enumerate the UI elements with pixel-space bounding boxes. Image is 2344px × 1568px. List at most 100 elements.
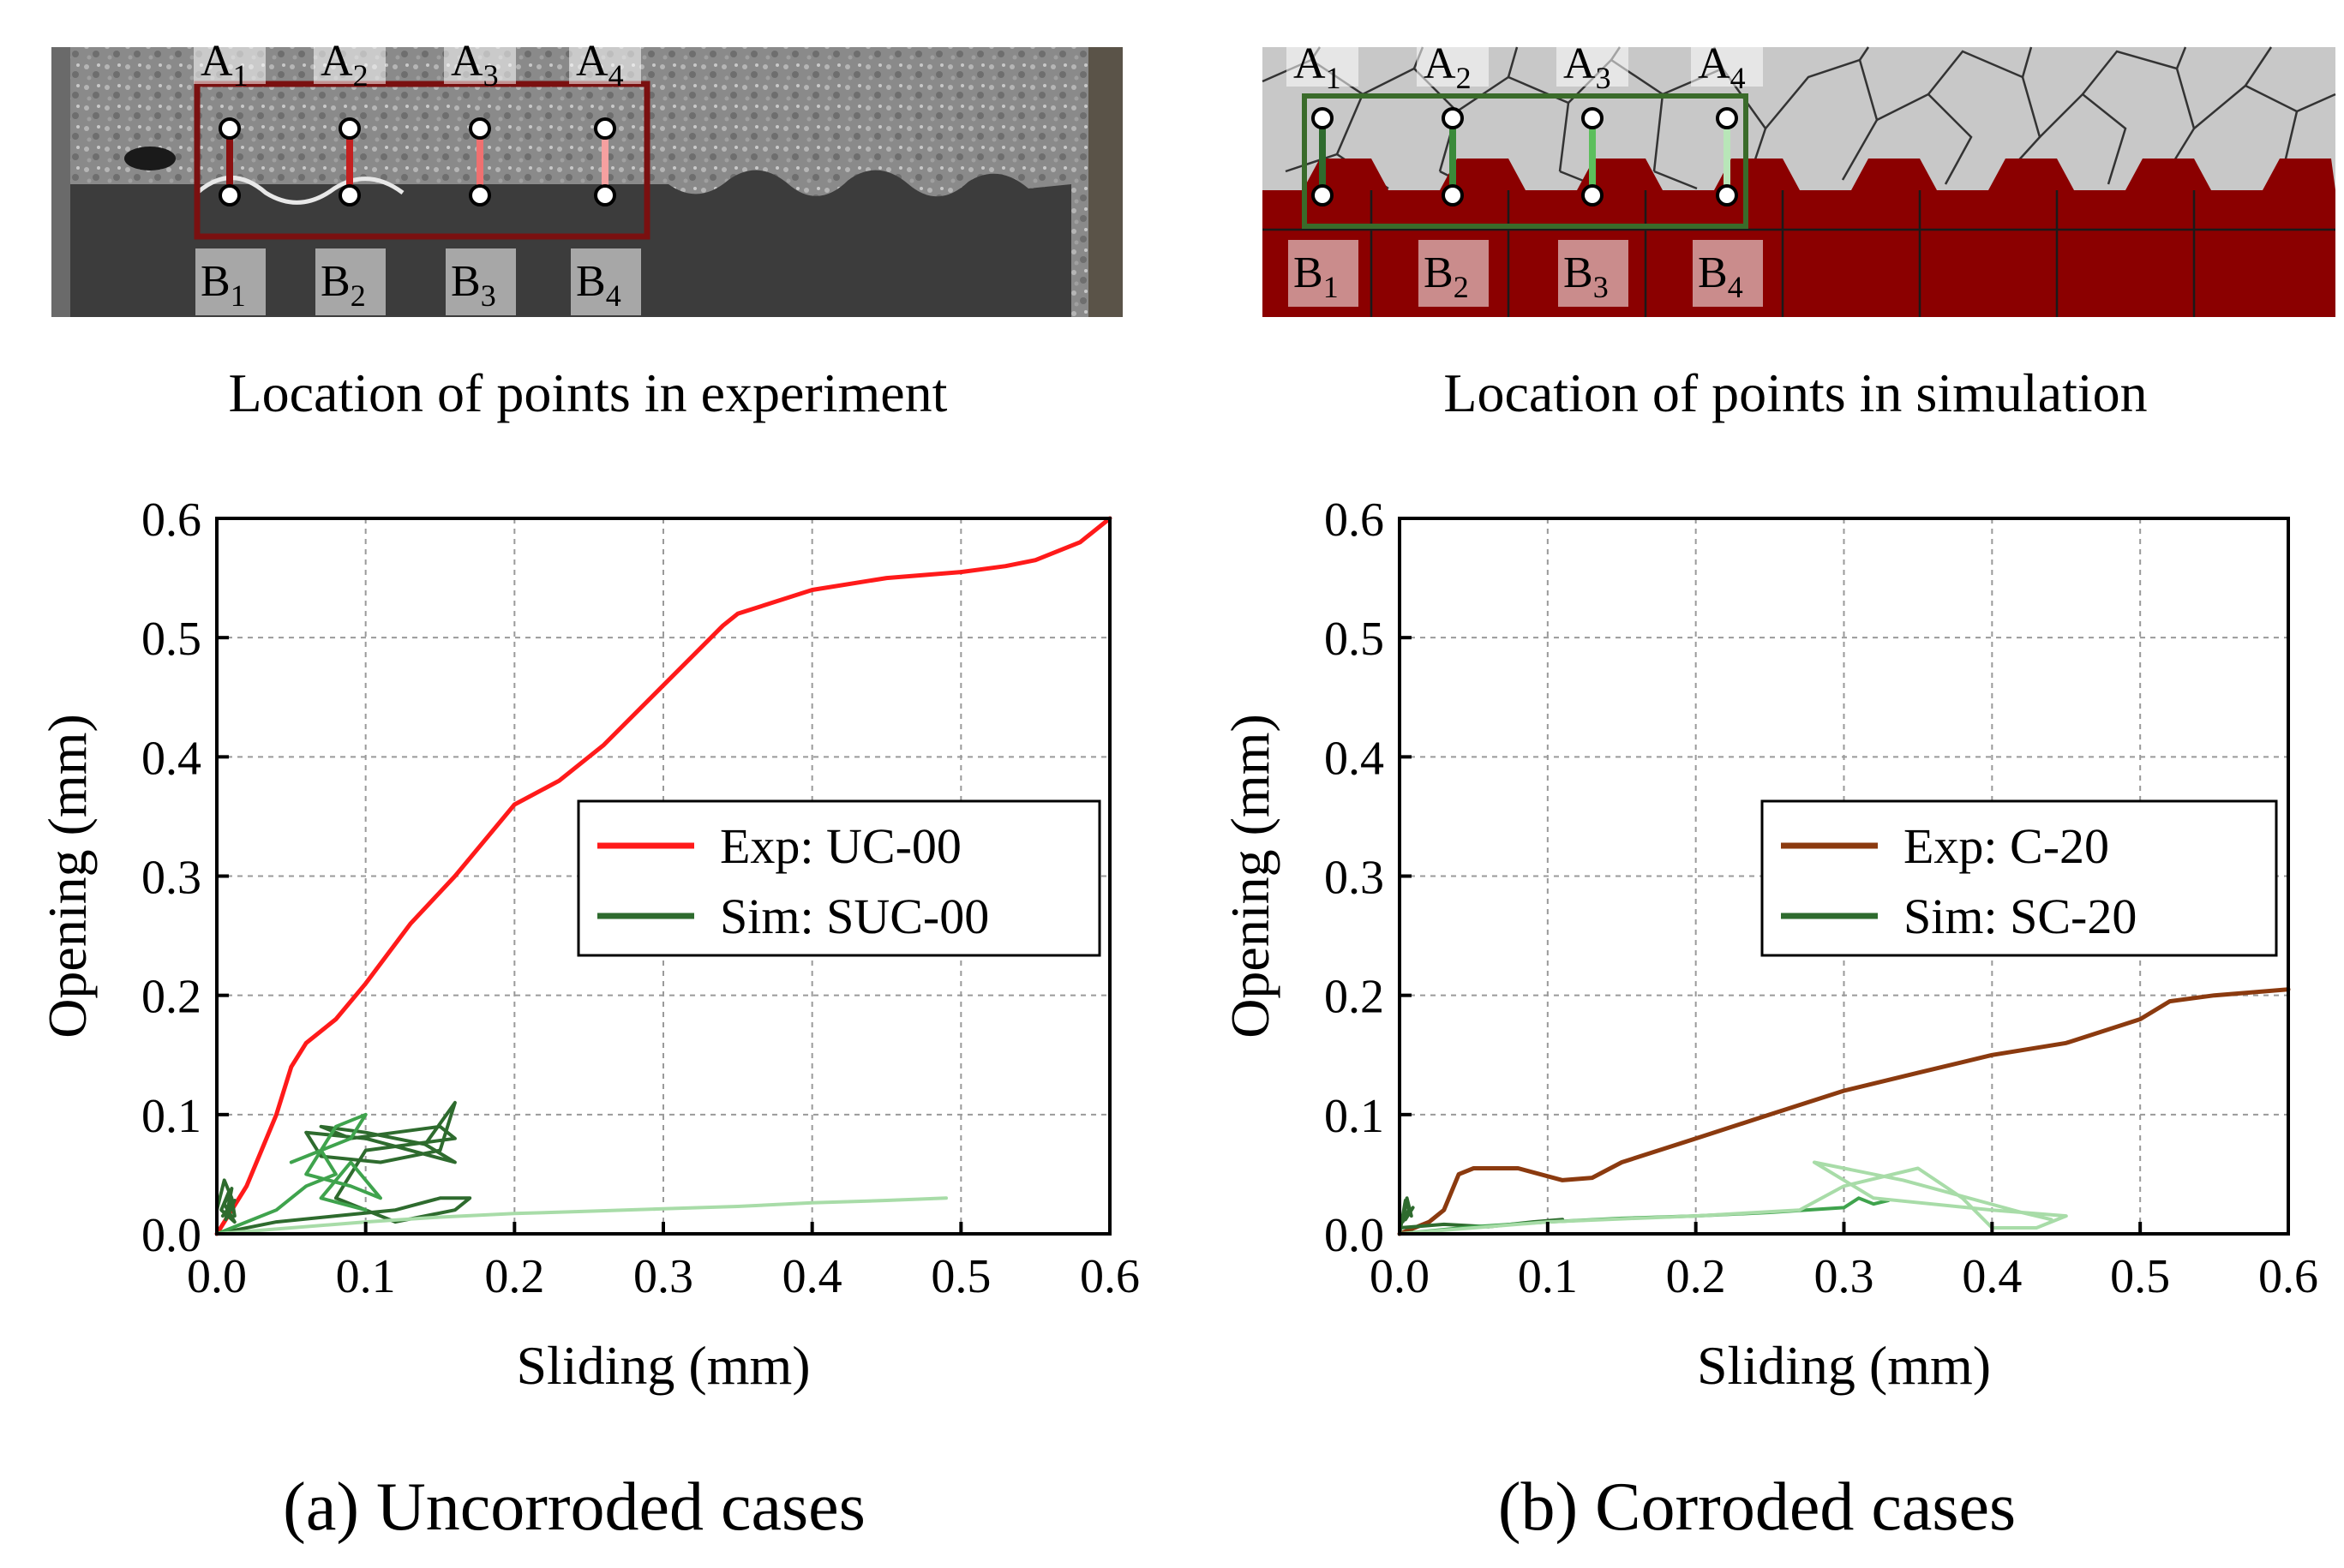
right-marker-B4 xyxy=(1716,184,1738,206)
right-marker-B1 xyxy=(1311,184,1334,206)
x-tick-label: 0.4 xyxy=(782,1250,842,1303)
y-tick-label: 0.2 xyxy=(141,971,201,1024)
left-marker-B3 xyxy=(469,184,491,206)
series-line-exp-c-20 xyxy=(1397,987,2291,1236)
series-line-sim-a3-b3 xyxy=(215,1112,382,1236)
mesh-steel xyxy=(1262,159,2335,317)
right-image-caption: Location of points in simulation xyxy=(1443,362,2147,423)
y-axis-label: Opening (mm) xyxy=(1220,714,1280,1038)
x-tick-label: 0.1 xyxy=(1518,1250,1578,1303)
series-line-sim-a4-b4 xyxy=(215,1196,948,1236)
legend-box xyxy=(577,799,1101,957)
series-line-sim-a2-b2 xyxy=(215,1100,472,1236)
right-label-bg-B4 xyxy=(1693,240,1763,307)
left-label-bg-B3 xyxy=(446,248,516,315)
y-axis-label: Opening (mm) xyxy=(37,714,98,1038)
right-subscript-B3: 3 xyxy=(1593,270,1609,304)
right-subscript-A2: 2 xyxy=(1456,61,1472,95)
right-marker-B2 xyxy=(1442,184,1464,206)
right-label-bg-A2 xyxy=(1417,39,1489,87)
right-label-bg-A1 xyxy=(1286,39,1358,87)
left-label-bg-A4 xyxy=(569,36,641,84)
legend-label: Sim: SUC-00 xyxy=(720,889,989,944)
chart-a: 0.0 0.1 0.2 0.3 0.4 0.5 0.6 0.0 0.1 0.2 0.3 0.4 0.5 0… xyxy=(37,494,1140,1545)
x-tick-label: 0.0 xyxy=(187,1250,247,1303)
y-tick-label: 0.0 xyxy=(1324,1209,1384,1262)
x-axis-label: Sliding (mm) xyxy=(1697,1335,1991,1396)
left-subscript-B4: 4 xyxy=(606,278,621,313)
experiment-region-box xyxy=(194,81,650,240)
series-line-sim-a4-b4 xyxy=(1398,1160,2068,1236)
left-marker-B4 xyxy=(594,184,616,206)
simulation-region-box xyxy=(1302,93,1748,229)
right-marker-A1 xyxy=(1311,107,1334,129)
left-label-bg-B4 xyxy=(571,248,641,315)
legend-box xyxy=(1760,799,2278,957)
y-tick-label: 0.3 xyxy=(141,852,201,905)
right-border xyxy=(1088,47,1123,317)
left-subscript-A2: 2 xyxy=(353,58,369,93)
x-tick-label: 0.5 xyxy=(2110,1250,2170,1303)
right-subscript-B4: 4 xyxy=(1728,270,1743,304)
y-tick-label: 0.4 xyxy=(1324,732,1384,785)
y-tick-label: 0.5 xyxy=(1324,613,1384,666)
right-marker-A3 xyxy=(1581,107,1604,129)
left-marker-A4 xyxy=(594,117,616,140)
steel-mesh-lines xyxy=(1262,190,2335,317)
left-label-bg-A3 xyxy=(444,36,516,84)
legend-label: Sim: SC-20 xyxy=(1903,889,2137,944)
right-subscript-A4: 4 xyxy=(1730,61,1746,95)
chart-title: (a) Uncorroded cases xyxy=(283,1469,866,1545)
left-subscript-B3: 3 xyxy=(481,278,496,313)
y-tick-label: 0.3 xyxy=(1324,852,1384,905)
x-tick-label: 0.4 xyxy=(1962,1250,2022,1303)
simulation-mesh xyxy=(1262,46,2336,317)
left-label-B1: B1 xyxy=(201,257,246,313)
right-subscript-A1: 1 xyxy=(1326,61,1341,95)
left-label-bg-B1 xyxy=(195,248,266,315)
right-marker-A2 xyxy=(1442,107,1464,129)
y-tick-label: 0.4 xyxy=(141,732,201,785)
y-tick-label: 0.1 xyxy=(141,1090,201,1143)
right-label-bg-B2 xyxy=(1418,240,1489,307)
y-tick-label: 0.1 xyxy=(1324,1090,1384,1143)
left-marker-A1 xyxy=(219,117,241,140)
x-tick-label: 0.6 xyxy=(1080,1250,1140,1303)
left-subscript-A3: 3 xyxy=(483,58,499,93)
left-image-caption: Location of points in experiment xyxy=(229,362,948,423)
left-marker-A2 xyxy=(339,117,361,140)
left-subscript-A1: 1 xyxy=(233,58,249,93)
right-marker-A4 xyxy=(1716,107,1738,129)
x-axis-label: Sliding (mm) xyxy=(516,1335,810,1396)
legend: Exp: UC-00 Sim: SUC-00 xyxy=(577,799,1101,957)
chart-title: (b) Corroded cases xyxy=(1498,1469,2016,1545)
x-tick-label: 0.3 xyxy=(1814,1250,1874,1303)
left-marker-A3 xyxy=(469,117,491,140)
x-tick-label: 0.1 xyxy=(336,1250,396,1303)
right-marker-B3 xyxy=(1581,184,1604,206)
right-label-bg-A4 xyxy=(1691,39,1763,87)
x-tick-label: 0.5 xyxy=(931,1250,991,1303)
x-tick-label: 0.0 xyxy=(1370,1250,1430,1303)
right-subscript-B1: 1 xyxy=(1323,270,1339,304)
left-border xyxy=(51,47,70,317)
chart-b: 0.0 0.1 0.2 0.3 0.4 0.5 0.6 0.0 0.1 0.2 0.3 0.4 0.5 0… xyxy=(1220,494,2318,1545)
left-marker-B1 xyxy=(219,184,241,206)
series-line-sim-a1-b1 xyxy=(1398,1196,1415,1236)
left-subscript-B1: 1 xyxy=(231,278,246,313)
series-line-exp-uc-00 xyxy=(214,516,1112,1236)
left-subscript-B2: 2 xyxy=(351,278,366,313)
right-label-bg-B3 xyxy=(1558,240,1628,307)
right-label-bg-B1 xyxy=(1288,240,1358,307)
right-label-bg-A3 xyxy=(1556,39,1628,87)
right-subscript-B2: 2 xyxy=(1454,270,1469,304)
y-tick-label: 0.5 xyxy=(141,613,201,666)
void xyxy=(124,147,176,171)
left-label-A4: A4 xyxy=(576,37,624,93)
legend-label: Exp: C-20 xyxy=(1903,818,2109,874)
steel-plate-region xyxy=(51,170,1071,317)
series-line-sim-a1-b1 xyxy=(215,1178,237,1224)
right-subscript-A3: 3 xyxy=(1596,61,1611,95)
left-marker-B2 xyxy=(339,184,361,206)
